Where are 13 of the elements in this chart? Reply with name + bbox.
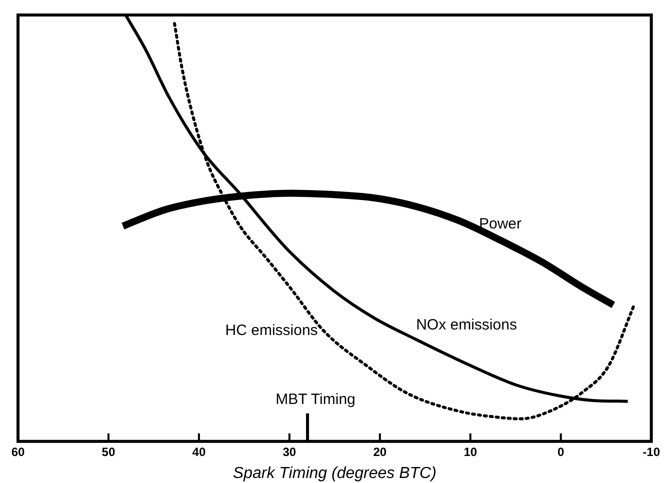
x-tick-label: 60: [11, 444, 25, 459]
x-tick-label: 20: [373, 444, 387, 459]
x-tick-label: 10: [464, 444, 478, 459]
series-label: NOx emissions: [416, 316, 517, 334]
x-tick-label: -10: [642, 444, 660, 459]
series-label: Power: [478, 215, 522, 232]
x-tick-label: 0: [558, 444, 565, 459]
x-tick-label: 40: [192, 444, 206, 459]
x-tick-label: 50: [102, 444, 116, 459]
ref-line-label: MBT Timing: [276, 391, 356, 408]
x-axis-title: Spark Timing (degrees BTC): [232, 464, 436, 482]
series-label: HC emissions: [225, 322, 318, 340]
x-tick-label: 30: [282, 444, 296, 459]
